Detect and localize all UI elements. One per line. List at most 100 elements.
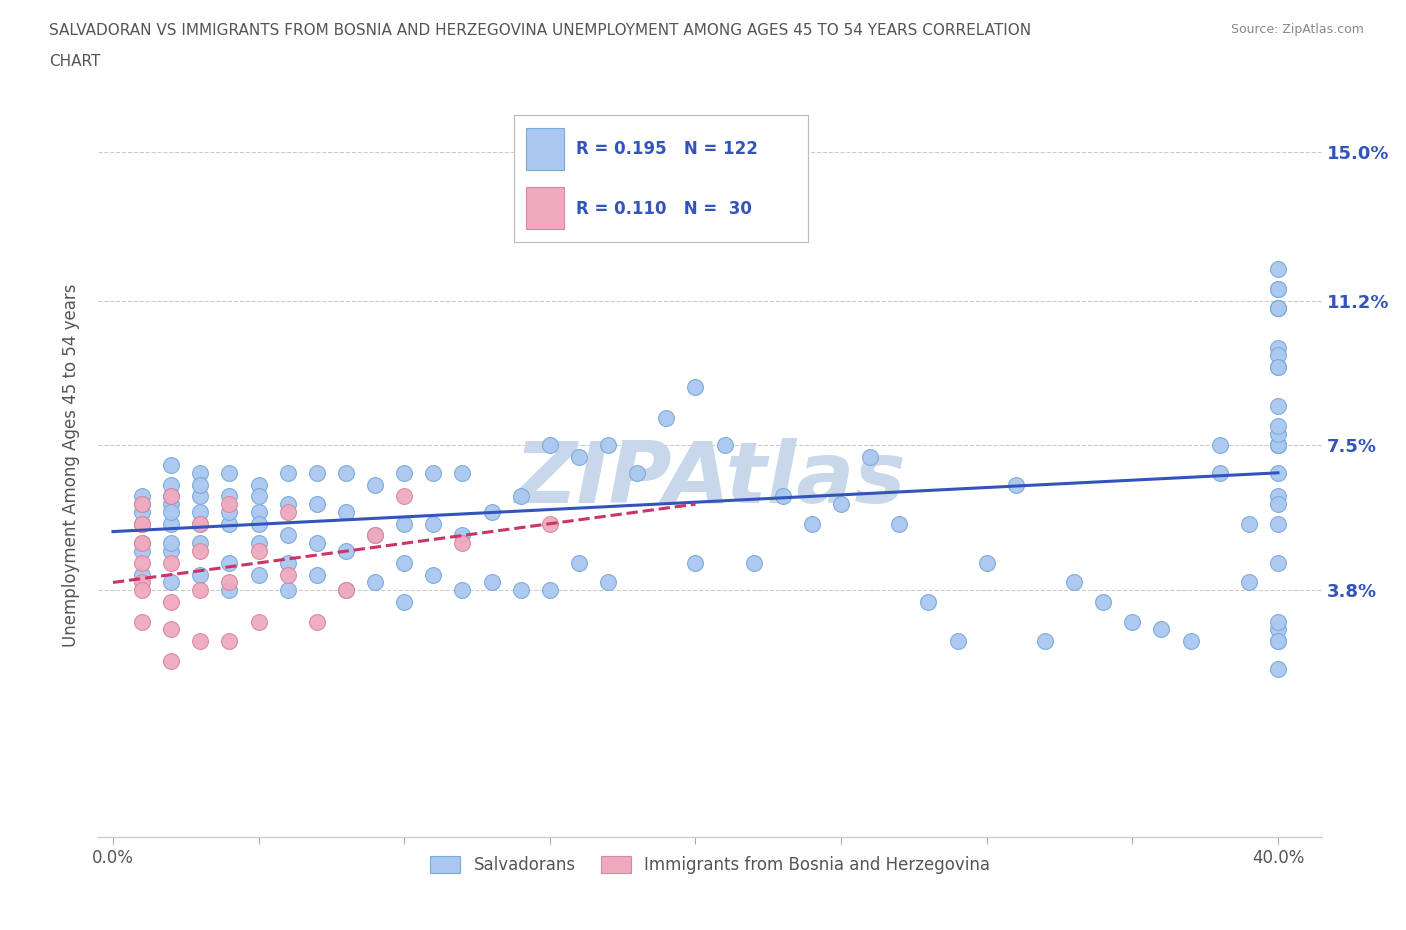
- Point: [218, 575, 240, 590]
- Point: [277, 505, 299, 520]
- Point: [1267, 360, 1289, 375]
- Point: [1237, 575, 1260, 590]
- Point: [1267, 438, 1289, 453]
- Point: [422, 567, 444, 582]
- Point: [160, 505, 183, 520]
- Point: [218, 583, 240, 598]
- Point: [188, 536, 212, 551]
- Point: [188, 567, 212, 582]
- Point: [394, 489, 416, 504]
- Point: [917, 594, 939, 609]
- Point: [305, 614, 328, 629]
- Point: [451, 465, 474, 480]
- Point: [277, 555, 299, 570]
- Point: [160, 555, 183, 570]
- Point: [481, 505, 503, 520]
- Point: [277, 567, 299, 582]
- Point: [131, 516, 153, 531]
- Point: [160, 497, 183, 512]
- Point: [160, 575, 183, 590]
- Point: [1267, 622, 1289, 637]
- Point: [335, 583, 357, 598]
- Point: [305, 465, 328, 480]
- Point: [131, 516, 153, 531]
- Point: [772, 489, 794, 504]
- Point: [685, 379, 707, 394]
- Point: [1267, 426, 1289, 441]
- Point: [394, 465, 416, 480]
- Point: [1267, 465, 1289, 480]
- Point: [188, 544, 212, 559]
- Point: [598, 575, 620, 590]
- Point: [1208, 438, 1232, 453]
- Point: [218, 516, 240, 531]
- Point: [1150, 622, 1173, 637]
- Point: [335, 505, 357, 520]
- Point: [305, 567, 328, 582]
- Point: [277, 528, 299, 543]
- Point: [188, 583, 212, 598]
- Point: [1180, 633, 1202, 648]
- Point: [394, 555, 416, 570]
- Point: [218, 555, 240, 570]
- Point: [247, 489, 270, 504]
- Point: [131, 583, 153, 598]
- Point: [1267, 360, 1289, 375]
- Point: [598, 438, 620, 453]
- Point: [160, 458, 183, 472]
- Point: [451, 528, 474, 543]
- Point: [364, 575, 387, 590]
- Point: [946, 633, 969, 648]
- Point: [1033, 633, 1056, 648]
- Point: [160, 544, 183, 559]
- Point: [218, 633, 240, 648]
- Point: [218, 489, 240, 504]
- Point: [889, 516, 911, 531]
- Point: [160, 622, 183, 637]
- Point: [160, 489, 183, 504]
- Point: [131, 567, 153, 582]
- Point: [188, 516, 212, 531]
- Point: [1267, 301, 1289, 316]
- Point: [976, 555, 998, 570]
- Point: [188, 633, 212, 648]
- Point: [1267, 633, 1289, 648]
- Point: [1267, 282, 1289, 297]
- Point: [1267, 340, 1289, 355]
- Point: [247, 505, 270, 520]
- Point: [801, 516, 824, 531]
- Point: [188, 505, 212, 520]
- Text: ZIPAtlas: ZIPAtlas: [515, 438, 905, 522]
- Point: [1267, 301, 1289, 316]
- Point: [1267, 661, 1289, 676]
- Point: [188, 465, 212, 480]
- Point: [247, 516, 270, 531]
- Point: [830, 497, 852, 512]
- Point: [509, 583, 531, 598]
- Point: [335, 544, 357, 559]
- Point: [509, 489, 531, 504]
- Point: [713, 438, 735, 453]
- Point: [364, 528, 387, 543]
- Point: [277, 465, 299, 480]
- Point: [1237, 516, 1260, 531]
- Point: [335, 465, 357, 480]
- Point: [160, 516, 183, 531]
- Point: [160, 489, 183, 504]
- Point: [1267, 516, 1289, 531]
- Point: [655, 410, 678, 425]
- Point: [538, 438, 561, 453]
- Point: [131, 544, 153, 559]
- Point: [131, 575, 153, 590]
- Point: [422, 516, 444, 531]
- Point: [538, 583, 561, 598]
- Point: [1267, 348, 1289, 363]
- Point: [568, 555, 591, 570]
- Point: [247, 536, 270, 551]
- Point: [1267, 555, 1289, 570]
- Point: [1267, 399, 1289, 414]
- Point: [218, 505, 240, 520]
- Point: [364, 528, 387, 543]
- Point: [305, 497, 328, 512]
- Point: [1267, 633, 1289, 648]
